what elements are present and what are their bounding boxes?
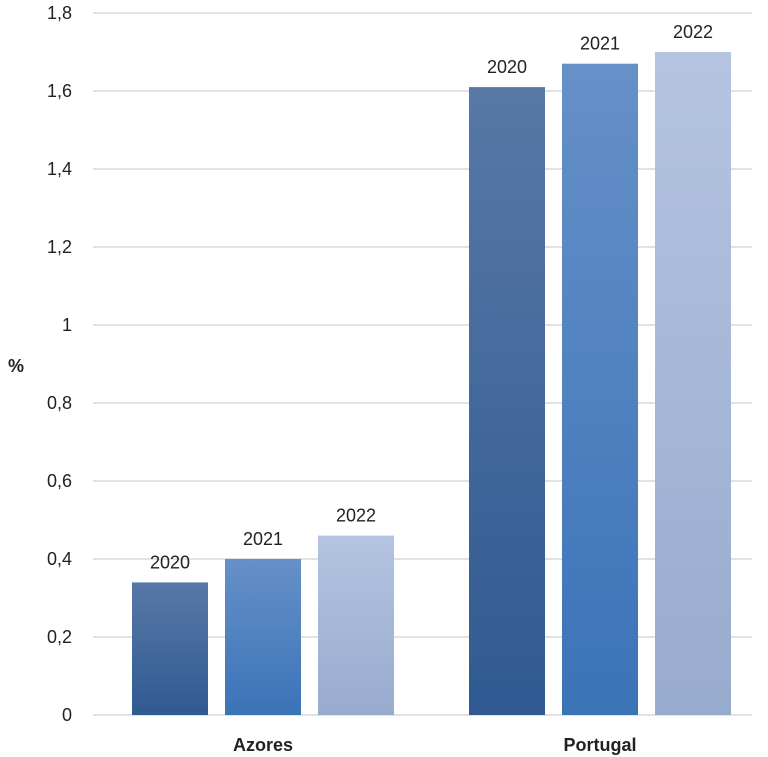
bars (132, 52, 731, 716)
bar-portugal-2022 (655, 52, 731, 715)
y-tick-label: 0,2 (47, 627, 72, 647)
y-axis-tick-labels: 0 0,2 0,4 0,6 0,8 1 1,2 1,4 1,6 1,8 (47, 3, 72, 725)
data-label-portugal-2020: 2020 (487, 57, 527, 77)
bar-azores-2022 (318, 535, 394, 715)
y-tick-label: 0,4 (47, 549, 72, 569)
data-labels: 2020 2021 2022 2020 2021 2022 (150, 22, 713, 572)
data-label-azores-2021: 2021 (243, 529, 283, 549)
y-tick-label: 1,6 (47, 81, 72, 101)
y-tick-label: 0,6 (47, 471, 72, 491)
y-tick-label: 1,4 (47, 159, 72, 179)
y-tick-label: 0 (62, 705, 72, 725)
y-axis-title: % (8, 356, 24, 376)
y-tick-label: 1 (62, 315, 72, 335)
y-tick-label: 1,2 (47, 237, 72, 257)
bar-azores-2021 (225, 559, 301, 715)
category-label-portugal: Portugal (563, 735, 636, 755)
data-label-azores-2022: 2022 (336, 506, 376, 526)
y-tick-label: 1,8 (47, 3, 72, 23)
bar-portugal-2020 (469, 87, 545, 716)
y-tick-label: 0,8 (47, 393, 72, 413)
category-label-azores: Azores (233, 735, 293, 755)
data-label-portugal-2021: 2021 (580, 34, 620, 54)
category-labels: Azores Portugal (233, 735, 637, 755)
bar-portugal-2021 (562, 63, 638, 715)
data-label-portugal-2022: 2022 (673, 22, 713, 42)
data-label-azores-2020: 2020 (150, 552, 190, 572)
bar-azores-2020 (132, 582, 208, 715)
